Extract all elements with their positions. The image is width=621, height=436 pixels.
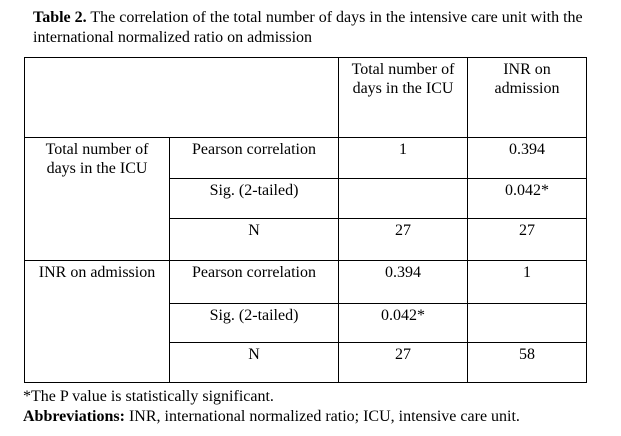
value-cell-inr: 0.042* [467, 178, 587, 219]
value-cell-inr: 0.394 [467, 137, 587, 179]
value-cell-inr: 1 [467, 260, 587, 304]
header-inr-cell: INR on admission [467, 57, 587, 138]
value-cell-icu: 0.042* [338, 303, 468, 343]
footnote-abbreviations-label: Abbreviations: [23, 408, 125, 425]
table-caption: Table 2. The correlation of the total nu… [33, 8, 595, 49]
header-icu-days-cell: Total number of days in the ICU [338, 57, 468, 138]
footnote-abbreviations: Abbreviations: INR, international normal… [23, 407, 613, 427]
group-cell-icu-days: Total number of days in the ICU [24, 137, 170, 261]
table-row: Sig. (2-tailed) 0.042* [25, 303, 587, 343]
value-cell-icu [338, 178, 468, 219]
table-row: INR on admission Pearson correlation 0.3… [24, 260, 587, 383]
stat-label-cell: Pearson correlation [169, 260, 339, 304]
stat-label-cell: N [169, 218, 339, 261]
value-cell-icu: 0.394 [338, 260, 468, 304]
stat-label-cell: Pearson correlation [169, 137, 339, 179]
stat-label-cell: N [169, 342, 339, 383]
value-cell-inr [467, 303, 587, 343]
header-blank-cell [24, 57, 339, 138]
table-row: N 27 27 [25, 218, 587, 261]
table-caption-text: The correlation of the total number of d… [33, 9, 583, 47]
table-footnotes: *The P value is statistically significan… [23, 387, 613, 427]
table-caption-label: Table 2. [33, 9, 87, 26]
table-row: N 27 58 [25, 342, 587, 383]
footnote-significance: *The P value is statistically significan… [23, 388, 274, 405]
table-header-row: Total number of days in the ICU INR on a… [24, 57, 587, 138]
correlation-table: Total number of days in the ICU INR on a… [24, 57, 587, 383]
table-row: Total number of days in the ICU Pearson … [24, 137, 587, 261]
footnote-abbreviations-text: INR, international normalized ratio; ICU… [124, 408, 520, 425]
stat-label-cell: Sig. (2-tailed) [169, 178, 339, 219]
value-cell-icu: 27 [338, 218, 468, 261]
value-cell-icu: 27 [338, 342, 468, 383]
value-cell-inr: 58 [467, 342, 587, 383]
stat-label-cell: Sig. (2-tailed) [169, 303, 339, 343]
group-cell-inr: INR on admission [24, 260, 170, 383]
value-cell-icu: 1 [338, 137, 468, 179]
value-cell-inr: 27 [467, 218, 587, 261]
